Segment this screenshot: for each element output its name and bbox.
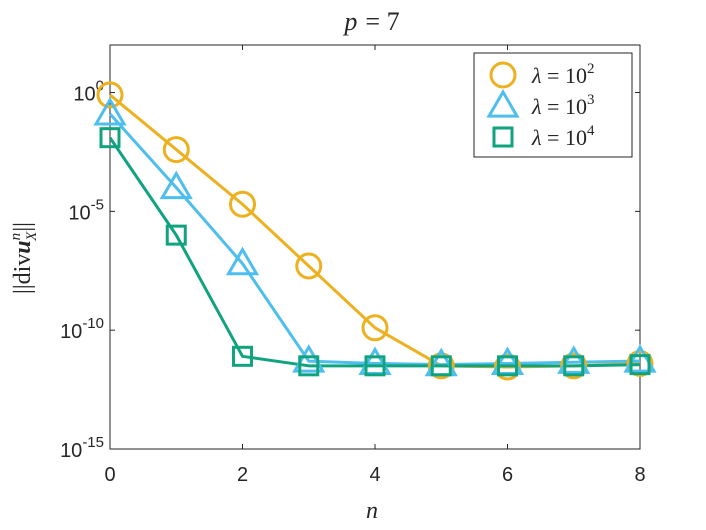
data-point-square: [232, 345, 253, 367]
y-axis-label: ||divunX||: [8, 222, 40, 294]
data-point-circle: [361, 314, 389, 342]
series-line-triangle: [108, 112, 641, 367]
legend-label: λ = 104: [531, 123, 595, 150]
y-tick-label: 10-10: [60, 315, 104, 343]
legend-marker-square: [492, 126, 514, 148]
legend-box: [473, 52, 633, 158]
legend-marker-circle: [489, 61, 517, 89]
title-variable: p: [342, 7, 357, 36]
data-point-circle: [162, 136, 190, 164]
data-point-square: [99, 127, 121, 149]
series-lines: [108, 93, 641, 369]
data-point-circle: [427, 352, 455, 380]
legend: λ = 102 λ = 103 λ = 104: [473, 52, 633, 158]
x-tick-labels: 0 2 4 6 8: [104, 464, 645, 486]
data-point-square: [497, 355, 518, 377]
data-point-square: [563, 355, 585, 377]
axis-ticks: [109, 45, 641, 450]
data-point-square: [629, 354, 651, 376]
data-point-triangle: [557, 345, 591, 374]
x-tick-label: 2: [237, 464, 248, 486]
data-point-circle: [96, 81, 124, 109]
data-point-triangle: [225, 246, 260, 276]
legend-marker-triangle: [486, 89, 520, 118]
y-tick-label: 10-15: [60, 434, 104, 462]
data-point-circle: [229, 190, 256, 218]
legend-label: λ = 102: [531, 61, 594, 88]
x-tick-label: 6: [502, 464, 513, 486]
data-point-circle: [560, 352, 588, 380]
data-point-circle: [626, 349, 654, 377]
svg-text:||divunX||: ||divunX||: [8, 222, 40, 294]
data-point-triangle: [623, 344, 657, 373]
y-tick-labels: 100 10-5 10-10 10-15: [60, 78, 104, 462]
data-point-square: [298, 355, 320, 377]
data-point-triangle: [292, 344, 326, 373]
series-line-square: [108, 136, 641, 368]
data-point-square: [364, 355, 386, 377]
x-tick-label: 0: [104, 464, 115, 486]
y-tick-label: 100: [73, 78, 104, 106]
data-point-circle: [295, 252, 323, 280]
y-tick-label: 10-5: [68, 196, 104, 224]
chart-title: p = 7: [342, 7, 399, 36]
data-point-triangle: [159, 170, 193, 200]
x-tick-label: 8: [634, 464, 645, 486]
series-markers: [93, 81, 657, 381]
x-axis-label: n: [366, 498, 378, 524]
data-point-triangle: [93, 96, 127, 126]
title-value: = 7: [365, 7, 399, 36]
x-tick-label: 4: [369, 464, 380, 486]
data-point-square: [430, 355, 452, 377]
data-point-square: [165, 224, 187, 246]
data-point-circle: [494, 353, 521, 381]
legend-label: λ = 103: [531, 92, 594, 119]
